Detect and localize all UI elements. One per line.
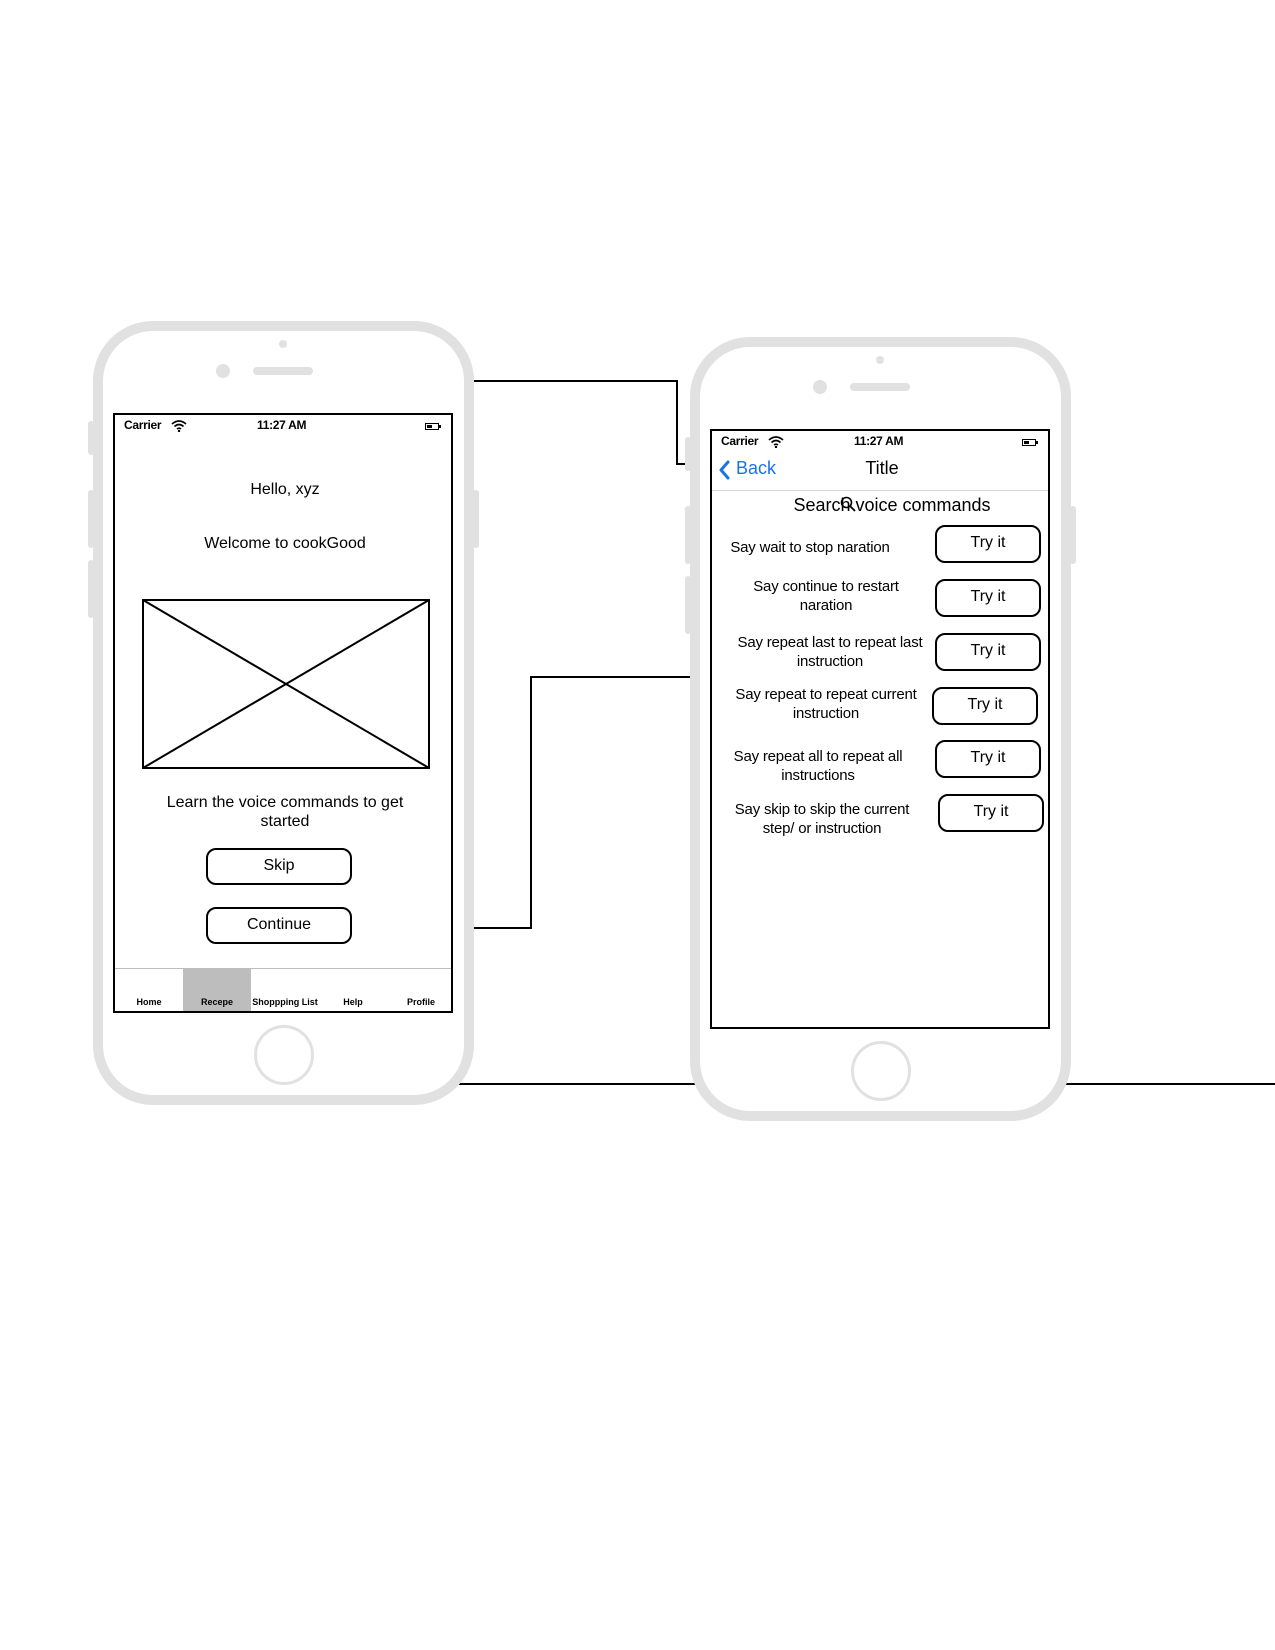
page-title: Title — [865, 458, 899, 478]
back-button[interactable]: Back — [736, 458, 777, 478]
connector-screen-to-back — [450, 380, 718, 465]
command-text: Say continue to restart naration — [753, 578, 899, 614]
wifi-icon — [171, 420, 187, 432]
tab-shopping-list[interactable]: Shoppping List — [252, 997, 318, 1007]
try-it-button[interactable]: Try it — [932, 687, 1038, 725]
nav-divider — [712, 490, 1048, 491]
status-time: 11:27 AM — [854, 434, 904, 448]
battery-icon — [425, 423, 441, 430]
search-input[interactable]: Search voice commands — [793, 495, 991, 515]
carrier-label: Carrier — [124, 418, 162, 432]
command-text: Say repeat to repeat current instruction — [735, 686, 917, 722]
wifi-icon — [768, 436, 784, 448]
try-it-button[interactable]: Try it — [935, 579, 1041, 617]
front-camera — [813, 380, 827, 394]
side-button — [88, 490, 94, 548]
earpiece-speaker — [253, 367, 313, 375]
welcome-screen: Carrier 11:27 AM Hello, xyz Welcome to c… — [113, 413, 453, 1013]
front-camera — [216, 364, 230, 378]
welcome-text: Welcome to cookGood — [204, 535, 366, 552]
skip-button[interactable]: Skip — [206, 848, 352, 885]
image-placeholder-icon — [142, 599, 430, 769]
tab-recepe[interactable]: Recepe — [183, 969, 251, 1011]
command-text: Say repeat all to repeat all instruction… — [733, 748, 903, 784]
tab-home[interactable]: Home — [136, 997, 162, 1007]
greeting-text: Hello, xyz — [250, 481, 320, 498]
command-text: Say repeat last to repeat last instructi… — [737, 634, 923, 670]
home-button[interactable] — [851, 1041, 911, 1101]
tab-bar: Home Recepe Shoppping List Help Profile — [115, 968, 451, 1011]
try-it-button[interactable]: Try it — [935, 740, 1041, 778]
front-sensor — [876, 356, 884, 364]
side-button — [685, 437, 691, 471]
try-it-button[interactable]: Try it — [935, 525, 1041, 563]
continue-button[interactable]: Continue — [206, 907, 352, 944]
tab-help[interactable]: Help — [343, 997, 363, 1007]
command-text: Say skip to skip the current step/ or in… — [734, 801, 910, 837]
search-icon — [840, 496, 856, 512]
side-button — [88, 421, 94, 455]
tab-profile[interactable]: Profile — [406, 997, 435, 1007]
try-it-button[interactable]: Try it — [938, 794, 1044, 832]
chevron-left-icon[interactable] — [718, 460, 730, 480]
side-button — [473, 490, 479, 548]
side-button — [685, 576, 691, 634]
side-button — [88, 560, 94, 618]
side-button — [1070, 506, 1076, 564]
earpiece-speaker — [850, 383, 910, 391]
side-button — [685, 506, 691, 564]
home-button[interactable] — [254, 1025, 314, 1085]
carrier-label: Carrier — [721, 434, 759, 448]
commands-screen: Carrier 11:27 AM Back Title Search voice… — [710, 429, 1050, 1029]
command-text: Say wait to stop naration — [730, 539, 890, 556]
front-sensor — [279, 340, 287, 348]
learn-prompt-text: Learn the voice commands to get started — [166, 794, 404, 830]
battery-icon — [1022, 439, 1038, 446]
try-it-button[interactable]: Try it — [935, 633, 1041, 671]
status-time: 11:27 AM — [257, 418, 307, 432]
